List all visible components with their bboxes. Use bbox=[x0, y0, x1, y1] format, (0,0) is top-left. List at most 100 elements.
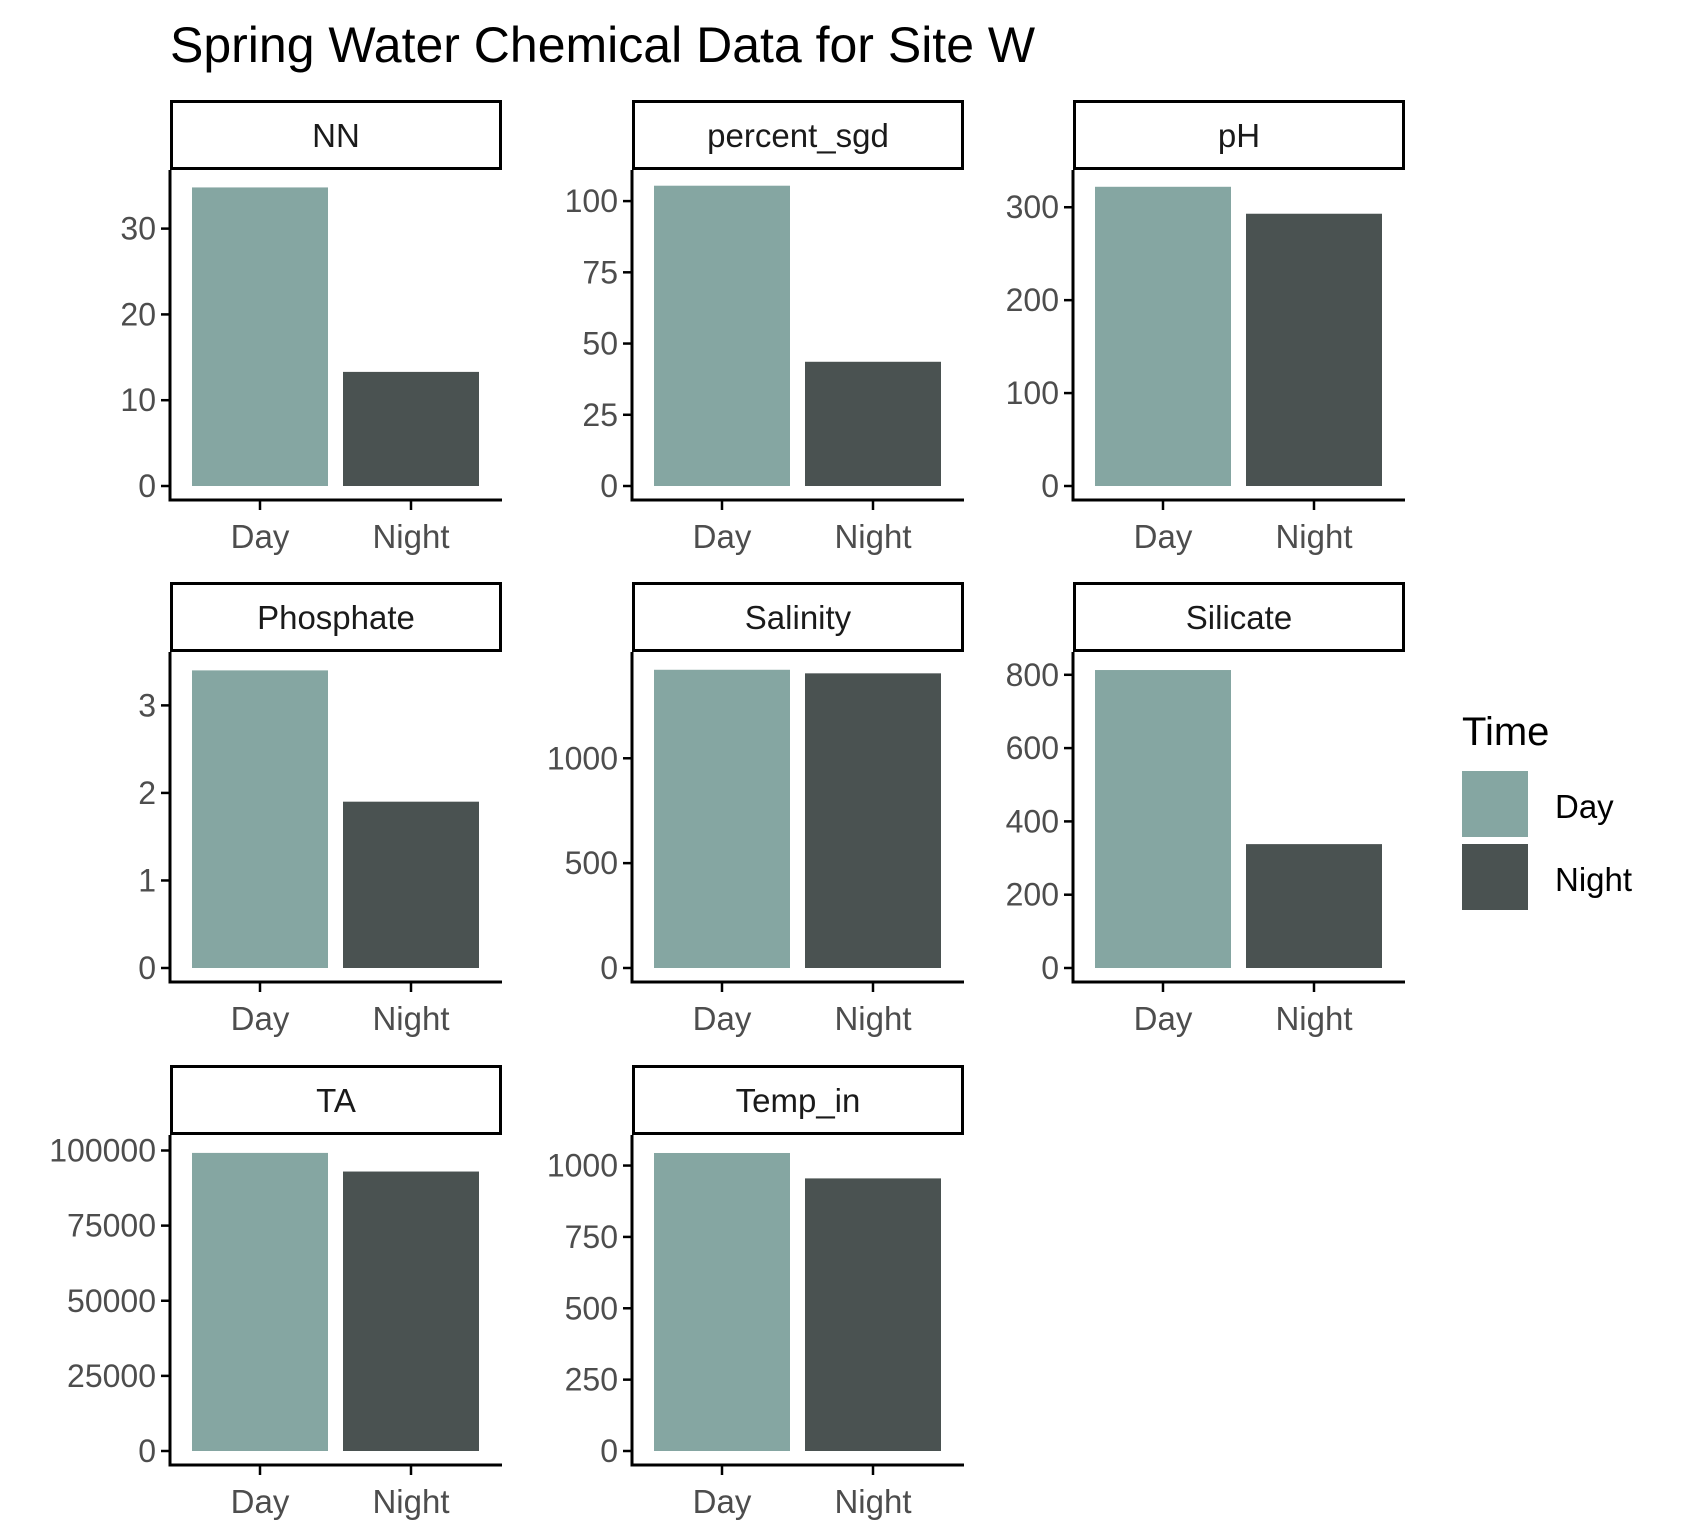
bar-night bbox=[343, 801, 479, 968]
y-tick-label: 25000 bbox=[67, 1358, 156, 1394]
y-tick-label: 300 bbox=[1006, 189, 1059, 225]
legend: Time Day Night bbox=[1462, 710, 1632, 910]
y-tick-label: 0 bbox=[600, 950, 618, 986]
facet-panel-silicate: Silicate 0 200 400 600 800 Day Night bbox=[1006, 582, 1405, 1037]
y-tick-label: 500 bbox=[565, 1290, 618, 1326]
x-tick-label: Day bbox=[693, 1000, 752, 1037]
y-tick-label: 0 bbox=[1041, 950, 1059, 986]
facet-strip bbox=[170, 1065, 502, 1135]
y-tick-label: 50 bbox=[582, 326, 618, 362]
y-tick-label: 0 bbox=[600, 1433, 618, 1469]
bar-night bbox=[1246, 844, 1382, 968]
bar-night bbox=[805, 1178, 941, 1451]
bar-day bbox=[1095, 186, 1231, 486]
bar-day bbox=[654, 1152, 790, 1451]
facet-strip bbox=[170, 100, 502, 170]
facet-panel-ta: TA 0 25000 50000 75000 100000 Day Night bbox=[49, 1065, 502, 1520]
bar-day bbox=[192, 187, 328, 486]
y-tick-label: 250 bbox=[565, 1362, 618, 1398]
x-tick-label: Night bbox=[834, 1000, 911, 1037]
y-tick-label: 100000 bbox=[49, 1133, 156, 1169]
y-tick-label: 0 bbox=[1041, 468, 1059, 504]
y-tick-label: 1 bbox=[138, 862, 156, 898]
facet-strip-label: Salinity bbox=[745, 599, 852, 636]
bar-night bbox=[343, 371, 479, 486]
x-tick-label: Day bbox=[231, 1000, 290, 1037]
bar-night bbox=[805, 673, 941, 968]
x-tick-label: Day bbox=[231, 1483, 290, 1520]
facet-panel-nn: NN 0 10 20 30 Day Night bbox=[120, 100, 502, 555]
bar-day bbox=[192, 670, 328, 968]
y-tick-label: 200 bbox=[1006, 282, 1059, 318]
y-tick-label: 100 bbox=[565, 183, 618, 219]
facet-strip bbox=[632, 100, 964, 170]
x-tick-label: Day bbox=[1134, 1000, 1193, 1037]
x-tick-label: Night bbox=[1275, 1000, 1352, 1037]
y-tick-label: 500 bbox=[565, 845, 618, 881]
facet-strip bbox=[1073, 100, 1405, 170]
facet-strip-label: pH bbox=[1218, 117, 1260, 154]
legend-key-night bbox=[1462, 844, 1528, 910]
bar-night bbox=[1246, 213, 1382, 486]
legend-key-day bbox=[1462, 771, 1528, 837]
facet-panel-percent-sgd: percent_sgd 0 25 50 75 100 Day Night bbox=[565, 100, 964, 555]
facet-strip-label: percent_sgd bbox=[707, 117, 889, 154]
x-tick-label: Day bbox=[231, 518, 290, 555]
x-tick-label: Night bbox=[372, 1000, 449, 1037]
y-tick-label: 75 bbox=[582, 254, 618, 290]
x-tick-label: Day bbox=[693, 1483, 752, 1520]
y-tick-label: 20 bbox=[120, 296, 156, 332]
y-tick-label: 75000 bbox=[67, 1208, 156, 1244]
y-tick-label: 0 bbox=[138, 1433, 156, 1469]
y-tick-label: 400 bbox=[1006, 803, 1059, 839]
x-tick-label: Night bbox=[834, 1483, 911, 1520]
facet-strip bbox=[632, 1065, 964, 1135]
x-tick-label: Day bbox=[693, 518, 752, 555]
y-tick-label: 2 bbox=[138, 775, 156, 811]
x-tick-label: Night bbox=[372, 1483, 449, 1520]
y-tick-label: 1000 bbox=[547, 1148, 618, 1184]
y-tick-label: 100 bbox=[1006, 375, 1059, 411]
y-tick-label: 50000 bbox=[67, 1283, 156, 1319]
facet-strip-label: NN bbox=[312, 117, 360, 154]
facet-strip-label: Temp_in bbox=[736, 1082, 861, 1119]
x-tick-label: Night bbox=[834, 518, 911, 555]
y-tick-label: 0 bbox=[600, 468, 618, 504]
y-tick-label: 800 bbox=[1006, 657, 1059, 693]
legend-label-night: Night bbox=[1555, 861, 1632, 898]
y-tick-label: 0 bbox=[138, 950, 156, 986]
chart-title: Spring Water Chemical Data for Site W bbox=[170, 17, 1036, 73]
y-tick-label: 3 bbox=[138, 687, 156, 723]
facet-strip-label: Silicate bbox=[1186, 599, 1292, 636]
bar-day bbox=[192, 1152, 328, 1451]
legend-title: Time bbox=[1462, 710, 1549, 754]
facet-strip-label: TA bbox=[316, 1082, 356, 1119]
y-tick-label: 750 bbox=[565, 1219, 618, 1255]
facet-strip bbox=[632, 582, 964, 652]
bar-day bbox=[654, 669, 790, 968]
y-tick-label: 30 bbox=[120, 211, 156, 247]
y-tick-label: 25 bbox=[582, 397, 618, 433]
legend-label-day: Day bbox=[1555, 788, 1614, 825]
x-tick-label: Night bbox=[1275, 518, 1352, 555]
bar-day bbox=[1095, 670, 1231, 968]
x-tick-label: Night bbox=[372, 518, 449, 555]
x-tick-label: Day bbox=[1134, 518, 1193, 555]
bar-day bbox=[654, 185, 790, 487]
facet-panel-ph: pH 0 100 200 300 Day Night bbox=[1006, 100, 1405, 555]
bar-night bbox=[343, 1171, 479, 1451]
y-tick-label: 600 bbox=[1006, 730, 1059, 766]
y-tick-label: 1000 bbox=[547, 740, 618, 776]
bar-night bbox=[805, 361, 941, 486]
y-tick-label: 0 bbox=[138, 468, 156, 504]
facet-strip bbox=[170, 582, 502, 652]
facet-panel-salinity: Salinity 0 500 1000 Day Night bbox=[547, 582, 964, 1037]
facet-panel-temp-in: Temp_in 0 250 500 750 1000 Day Night bbox=[547, 1065, 964, 1520]
facet-strip bbox=[1073, 582, 1405, 652]
y-tick-label: 200 bbox=[1006, 877, 1059, 913]
facet-panel-phosphate: Phosphate 0 1 2 3 Day Night bbox=[138, 582, 502, 1037]
y-tick-label: 10 bbox=[120, 382, 156, 418]
facet-strip-label: Phosphate bbox=[257, 599, 415, 636]
